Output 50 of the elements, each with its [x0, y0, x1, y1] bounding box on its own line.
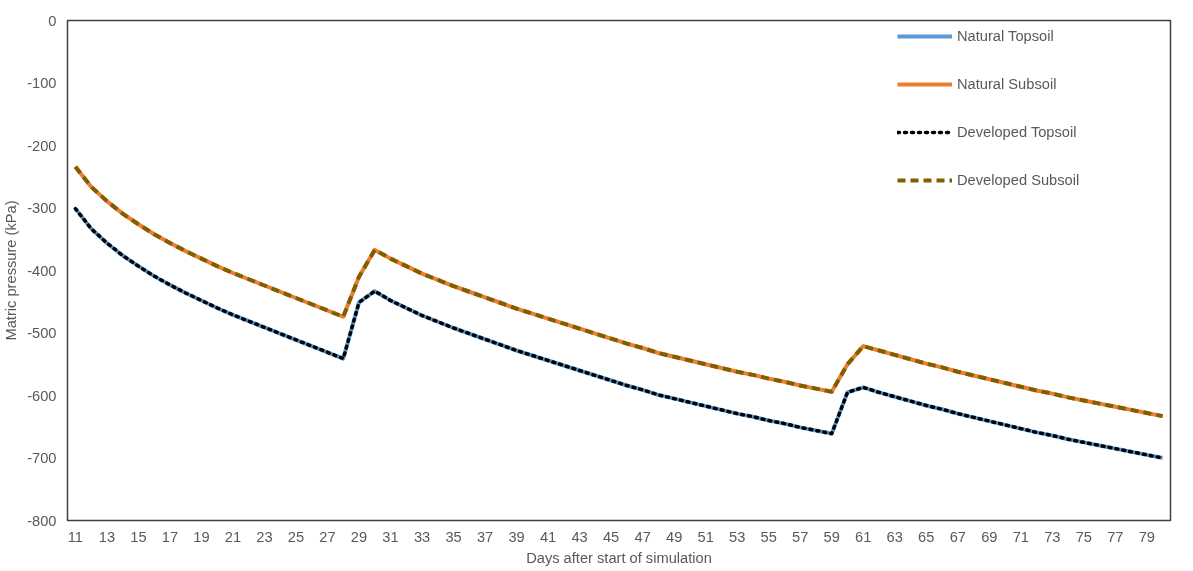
x-tick-label: 77 — [1107, 528, 1124, 545]
y-tick-label: -500 — [27, 325, 57, 341]
x-tick-label: 11 — [67, 528, 83, 545]
x-tick-label: 59 — [823, 528, 840, 545]
x-axis-title: Days after start of simulation — [526, 549, 712, 566]
x-tick-label: 67 — [949, 528, 966, 545]
x-tick-label: 53 — [729, 528, 746, 545]
y-axis-title: Matric pressure (kPa) — [3, 200, 20, 341]
x-tick-label: 23 — [256, 528, 273, 545]
x-tick-label: 47 — [634, 528, 651, 545]
x-tick-label: 15 — [130, 528, 147, 545]
x-tick-label: 45 — [602, 528, 620, 545]
y-tick-label: -400 — [27, 262, 57, 279]
x-tick-label: 65 — [918, 528, 935, 545]
legend-label: Natural Topsoil — [957, 28, 1054, 44]
x-tick-label: 43 — [571, 528, 588, 545]
x-tick-label: 29 — [350, 528, 368, 545]
x-tick-label: 37 — [476, 528, 494, 545]
y-tick-label: -800 — [27, 512, 57, 529]
x-tick-label: 27 — [319, 528, 336, 545]
x-tick-label: 61 — [855, 528, 872, 545]
x-tick-label: 21 — [224, 528, 242, 545]
x-tick-label: 35 — [445, 528, 462, 545]
x-tick-label: 17 — [161, 528, 179, 545]
x-tick-label: 13 — [98, 528, 116, 545]
y-tick-label: -600 — [27, 387, 57, 404]
x-tick-label: 41 — [539, 528, 557, 545]
x-tick-label: 57 — [792, 528, 809, 545]
x-tick-label: 19 — [193, 528, 210, 545]
x-tick-label: 75 — [1075, 528, 1092, 545]
y-tick-label: -700 — [27, 450, 57, 466]
y-tick-label: -200 — [27, 137, 57, 154]
y-tick-label: -300 — [27, 200, 57, 216]
x-tick-label: 71 — [1012, 528, 1029, 545]
x-tick-label: 31 — [382, 528, 399, 545]
x-tick-label: 63 — [886, 528, 903, 545]
x-tick-label: 49 — [666, 528, 683, 545]
x-tick-label: 55 — [760, 528, 777, 545]
legend-label: Developed Topsoil — [957, 124, 1077, 140]
x-tick-label: 51 — [697, 528, 714, 545]
x-tick-label: 79 — [1138, 528, 1156, 545]
legend-label: Developed Subsoil — [957, 172, 1080, 188]
x-tick-label: 39 — [508, 528, 525, 545]
legend-label: Natural Subsoil — [957, 76, 1057, 92]
y-tick-label: -100 — [27, 75, 57, 91]
y-tick-label: 0 — [48, 12, 57, 29]
x-tick-label: 69 — [981, 528, 998, 545]
x-tick-label: 33 — [413, 528, 431, 545]
x-tick-label: 73 — [1044, 528, 1061, 545]
x-tick-label: 25 — [287, 528, 305, 545]
